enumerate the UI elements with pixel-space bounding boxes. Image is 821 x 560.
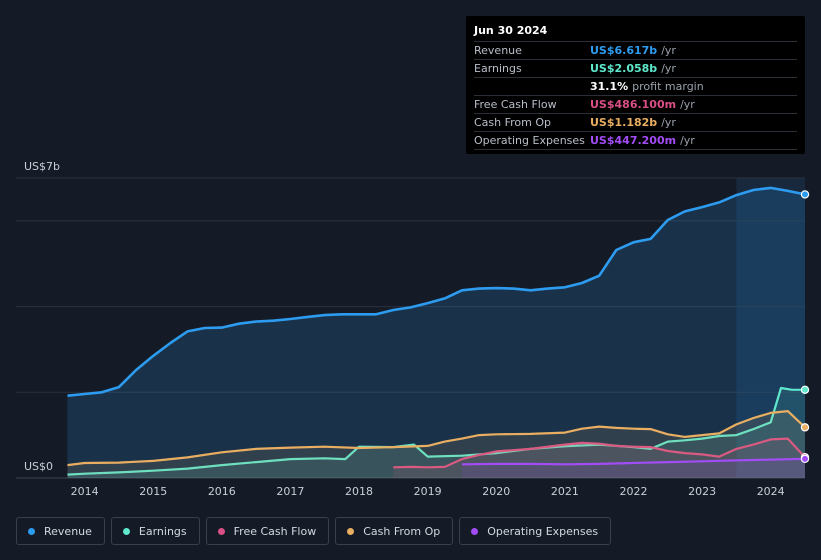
tooltip-row: 31.1% profit margin	[474, 78, 797, 96]
legend-dot-icon	[217, 527, 225, 535]
tooltip-row: Cash From Op US$1.182b/yr	[474, 114, 797, 132]
tooltip-row: Operating Expenses US$447.200m/yr	[474, 132, 797, 150]
legend-dot-icon	[122, 527, 130, 535]
tooltip-row-value: US$2.058b	[590, 62, 658, 75]
financial-chart[interactable]: US$7b US$0 2014 2015 2016 2017 2018 2019 2020 202…	[0, 0, 821, 510]
tooltip-row: Free Cash Flow US$486.100m/yr	[474, 96, 797, 114]
opex-area	[462, 458, 805, 478]
tooltip-row-unit: /yr	[680, 98, 695, 111]
tooltip-rows: Revenue US$6.617b/yr Earnings US$2.058b/yr 3…	[474, 42, 797, 150]
y-axis-bottom-label: US$0	[24, 460, 53, 473]
legend-dot-icon	[347, 527, 355, 535]
tooltip-row-unit: /yr	[661, 62, 676, 75]
legend-label: Earnings	[138, 524, 187, 538]
tooltip-row-value: US$1.182b	[590, 116, 658, 129]
earnings-area	[67, 388, 805, 478]
legend-item-opex[interactable]: Operating Expenses	[459, 517, 612, 545]
x-tick-label: 2023	[688, 485, 716, 498]
x-tick-label: 2014	[71, 485, 99, 498]
x-tick-label: 2021	[551, 485, 579, 498]
tooltip-row-label: Cash From Op	[474, 116, 552, 129]
tooltip-date: Jun 30 2024	[474, 22, 797, 42]
chart-legend: Revenue Earnings Free Cash Flow Cash From O…	[16, 517, 612, 545]
x-tick-label: 2017	[276, 485, 304, 498]
tooltip-row-value: 31.1%	[590, 80, 629, 93]
tooltip-row-label: Operating Expenses	[474, 134, 585, 147]
tooltip-row-label: Free Cash Flow	[474, 98, 557, 111]
x-tick-label: 2018	[345, 485, 373, 498]
y-axis-top-label: US$7b	[24, 160, 60, 173]
x-tick-label: 2019	[414, 485, 442, 498]
opex-line	[461, 457, 806, 466]
tooltip-row: Earnings US$2.058b/yr	[474, 60, 797, 78]
tooltip-row-label: Earnings	[474, 62, 522, 75]
x-tick-label: 2016	[208, 485, 236, 498]
fcf-line	[393, 437, 806, 469]
legend-label: Operating Expenses	[487, 524, 599, 538]
earnings-end-point	[800, 385, 810, 394]
legend-item-fcf[interactable]: Free Cash Flow	[205, 517, 330, 545]
tooltip-row-unit: /yr	[661, 116, 676, 129]
hover-tooltip: Jun 30 2024 Revenue US$6.617b/yr Earnings U…	[466, 16, 805, 154]
revenue-area	[67, 187, 805, 478]
x-tick-label: 2022	[619, 485, 647, 498]
legend-dot-icon	[28, 527, 35, 535]
tooltip-row-unit: profit margin	[632, 80, 704, 93]
tooltip-row-value: US$6.617b	[590, 44, 658, 57]
tooltip-row-value: US$486.100m	[590, 98, 677, 111]
highlight-region	[736, 178, 805, 478]
tooltip-row-unit: /yr	[680, 134, 695, 147]
x-tick-label: 2024	[757, 485, 785, 498]
tooltip-row: Revenue US$6.617b/yr	[474, 42, 797, 60]
tooltip-row-unit: /yr	[661, 44, 676, 57]
legend-item-revenue[interactable]: Revenue	[16, 517, 105, 545]
legend-item-earnings[interactable]: Earnings	[110, 517, 200, 545]
revenue-end-point	[800, 190, 810, 199]
x-tick-label: 2015	[139, 485, 167, 498]
revenue-line	[67, 186, 806, 397]
legend-label: Free Cash Flow	[233, 524, 317, 538]
tooltip-row-label: Revenue	[474, 44, 522, 57]
fcf-area	[393, 438, 805, 478]
x-tick-label: 2020	[482, 485, 510, 498]
earnings-line	[67, 386, 806, 476]
legend-label: Revenue	[44, 524, 92, 538]
legend-dot-icon	[471, 527, 479, 535]
legend-label: Cash From Op	[363, 524, 441, 538]
cfo-line	[67, 410, 806, 467]
legend-item-cfo[interactable]: Cash From Op	[335, 517, 454, 545]
cfo-end-point	[800, 423, 810, 432]
opex-end-point	[800, 454, 810, 464]
tooltip-row-value: US$447.200m	[590, 134, 677, 147]
